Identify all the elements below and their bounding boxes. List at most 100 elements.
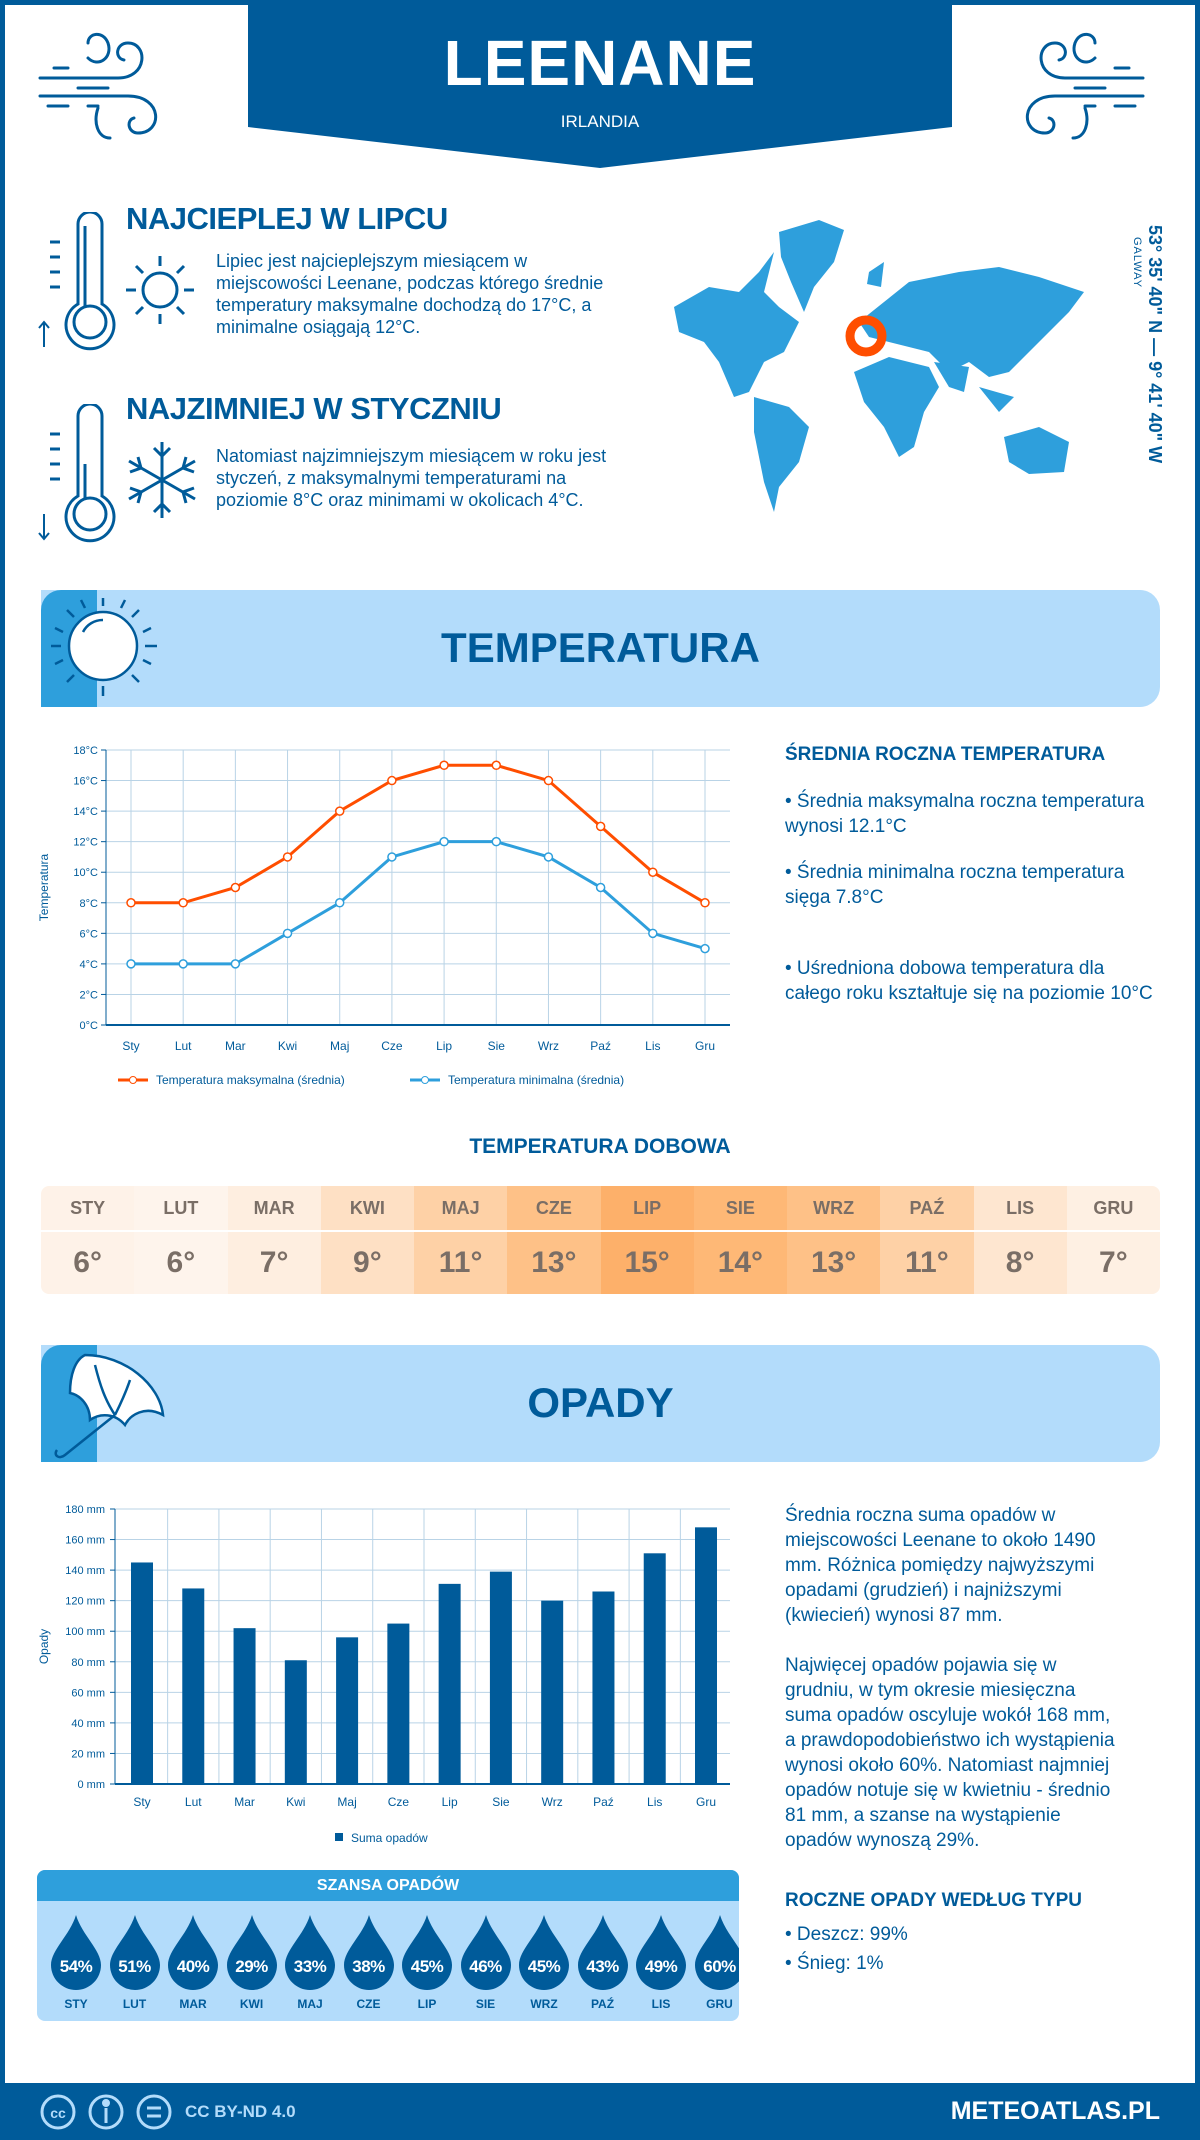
umbrella-icon <box>54 1353 165 1459</box>
x-tick-label: Wrz <box>538 1039 559 1053</box>
legend-marker <box>421 1076 429 1084</box>
raindrop-icon <box>402 1915 452 1990</box>
data-point <box>282 928 293 939</box>
precip-paragraph-2: Najwięcej opadów pojawia się w grudniu, … <box>785 1655 1115 1851</box>
precip-chance-month: STY <box>64 1997 88 2011</box>
y-tick-label: 10°C <box>73 867 98 879</box>
x-tick-label: Lut <box>175 1039 192 1053</box>
coldest-text: Natomiast najzimniejszym miesiącem w rok… <box>216 446 607 510</box>
x-tick-label: Lut <box>185 1795 202 1809</box>
y-tick-label: 0 mm <box>78 1779 106 1791</box>
data-point <box>491 836 502 847</box>
daily-temp-month: MAJ <box>414 1186 508 1232</box>
bar <box>284 1660 307 1784</box>
daily-temp-month: CZE <box>507 1186 601 1232</box>
raindrop-icon <box>460 1915 511 1990</box>
data-point <box>126 898 136 908</box>
coordinates-text: 53° 35' 40" N — 9° 41' 40" W <box>1145 225 1165 464</box>
wind-icon <box>38 32 157 140</box>
precip-chance-value: 33% <box>293 1957 327 1976</box>
y-tick-label: 14°C <box>73 806 98 818</box>
license-text: CC BY-ND 4.0 <box>185 2102 296 2121</box>
x-tick-label: Kwi <box>286 1795 305 1809</box>
warmest-title: NAJCIEPLEJ W LIPCU <box>126 201 448 236</box>
data-point <box>126 959 136 969</box>
data-point <box>648 928 658 939</box>
daily-temp-value: 13° <box>531 1246 577 1279</box>
thermometer-down-icon <box>38 404 116 543</box>
daily-temp-value: 11° <box>905 1246 949 1279</box>
y-tick-label: 120 mm <box>65 1596 105 1608</box>
daily-temp-cell: LUT 6° <box>134 1186 228 1294</box>
precip-chance-month: SIE <box>475 1997 496 2011</box>
location-marker <box>845 315 887 357</box>
y-axis-label: Temperatura <box>37 853 51 921</box>
y-tick-label: 140 mm <box>65 1565 105 1577</box>
data-point <box>543 852 554 862</box>
legend-label: Temperatura maksymalna (średnia) <box>156 1073 345 1087</box>
precip-chance-month: MAR <box>179 1997 207 2011</box>
daily-temp-month: LIS <box>973 1186 1067 1232</box>
temperature-title: TEMPERATURA <box>441 624 760 671</box>
sun-icon <box>126 256 194 324</box>
y-tick-label: 2°C <box>80 989 99 1001</box>
data-point <box>595 821 606 832</box>
bar <box>489 1571 512 1784</box>
raindrop-icon <box>109 1915 160 1990</box>
precip-chance-value: 29% <box>235 1957 268 1976</box>
y-tick-label: 100 mm <box>65 1626 105 1638</box>
precip-chance-value: 45% <box>527 1957 561 1976</box>
y-tick-label: 6°C <box>80 928 99 940</box>
daily-temp-cell: LIS 8° <box>973 1186 1067 1294</box>
precip-chance-value: 46% <box>469 1957 502 1976</box>
daily-temp-cell: CZE 13° <box>507 1186 601 1294</box>
daily-temp-cell: GRU 7° <box>1066 1186 1160 1294</box>
daily-temp-cell: SIE 14° <box>693 1186 787 1294</box>
daily-temp-cell: LIP 15° <box>600 1186 694 1294</box>
precip-chance-month: LIS <box>651 1997 671 2011</box>
data-point <box>700 898 710 908</box>
bar <box>233 1628 256 1784</box>
x-tick-label: Sty <box>122 1039 139 1053</box>
legend-label: Temperatura minimalna (średnia) <box>448 1073 624 1087</box>
raindrop-icon <box>343 1915 394 1990</box>
raindrop-icon <box>519 1915 569 1990</box>
daily-temp-month: KWI <box>320 1186 414 1232</box>
daily-temp-value: 15° <box>624 1246 670 1279</box>
daily-temp-cell: STY 6° <box>41 1186 135 1294</box>
daily-temperature-table: STY 6° LUT 6° MAR 7° KWI 9° MAJ 11° CZE 13° LIP 15° SI… <box>41 1186 1160 1294</box>
precip-chance-month: CZE <box>356 1997 381 2011</box>
daily-temp-cell: PAŹ 11° <box>880 1186 974 1294</box>
precip-chance-value: 40% <box>176 1957 210 1976</box>
annual-temp-min: • Średnia minimalna roczna temperatura s… <box>785 862 1125 908</box>
daily-temp-value: 9° <box>353 1246 382 1279</box>
precip-chance-value: 54% <box>59 1957 93 1976</box>
daily-temp-month: LIP <box>600 1186 694 1232</box>
cc-icon: cc <box>40 2094 76 2130</box>
precip-chance-month: LUT <box>122 1997 147 2011</box>
y-tick-label: 60 mm <box>71 1687 105 1699</box>
precip-type-rain: • Deszcz: 99% <box>785 1924 908 1945</box>
data-point <box>230 882 241 893</box>
annual-temp-max: • Średnia maksymalna roczna temperatura … <box>785 791 1145 837</box>
data-point <box>648 867 658 877</box>
precip-chance-value: 45% <box>410 1957 444 1976</box>
y-tick-label: 160 mm <box>65 1535 105 1547</box>
x-tick-label: Cze <box>388 1795 410 1809</box>
y-tick-label: 16°C <box>73 776 98 788</box>
bar <box>182 1588 205 1784</box>
precip-chance-value: 51% <box>118 1957 151 1976</box>
data-point <box>491 760 502 771</box>
x-tick-label: Maj <box>337 1795 356 1809</box>
y-tick-label: 20 mm <box>71 1748 105 1760</box>
y-tick-label: 80 mm <box>71 1657 105 1669</box>
x-tick-label: Lip <box>436 1039 452 1053</box>
x-tick-label: Lip <box>442 1795 458 1809</box>
site-link[interactable]: METEOATLAS.PL <box>950 2097 1160 2125</box>
precip-chance-month: MAJ <box>297 1997 323 2011</box>
x-tick-label: Sty <box>133 1795 150 1809</box>
daily-temp-value: 14° <box>717 1246 764 1279</box>
region-text: GALWAY <box>1131 237 1143 289</box>
data-point <box>543 775 554 786</box>
raindrop-icon <box>168 1915 218 1990</box>
